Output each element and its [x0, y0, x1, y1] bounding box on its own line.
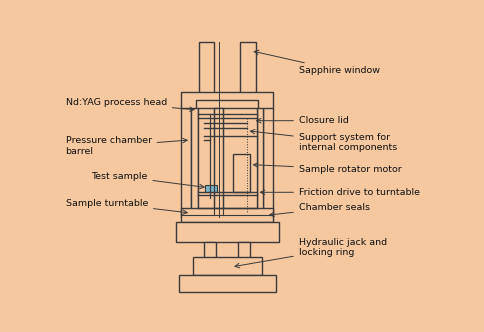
Text: Sample rotator motor: Sample rotator motor	[254, 163, 402, 174]
Bar	[191, 108, 198, 217]
Bar	[181, 92, 273, 109]
Bar	[198, 108, 257, 217]
Text: Chamber seals: Chamber seals	[270, 203, 370, 217]
Bar	[199, 42, 214, 93]
Bar	[204, 242, 216, 266]
Bar	[181, 108, 191, 217]
Bar	[241, 42, 256, 93]
Bar	[257, 108, 263, 217]
Text: Friction drive to turntable: Friction drive to turntable	[260, 188, 420, 197]
Text: Sample turntable: Sample turntable	[65, 199, 187, 214]
Text: Hydraulic jack and
locking ring: Hydraulic jack and locking ring	[235, 238, 387, 268]
Bar	[205, 185, 217, 192]
Bar	[193, 257, 262, 276]
Text: Test sample: Test sample	[91, 172, 204, 189]
Bar	[263, 108, 273, 217]
Text: Closure lid: Closure lid	[257, 116, 349, 125]
Text: Sapphire window: Sapphire window	[254, 50, 380, 75]
Bar	[233, 154, 250, 192]
Bar	[238, 242, 250, 266]
Bar	[179, 276, 276, 292]
Text: Pressure chamber
barrel: Pressure chamber barrel	[65, 136, 187, 156]
Text: Support system for
internal components: Support system for internal components	[250, 129, 397, 152]
Text: Nd:YAG process head: Nd:YAG process head	[65, 99, 194, 112]
Bar	[197, 100, 258, 111]
Bar	[214, 108, 224, 215]
Bar	[181, 208, 273, 221]
Bar	[176, 221, 279, 242]
